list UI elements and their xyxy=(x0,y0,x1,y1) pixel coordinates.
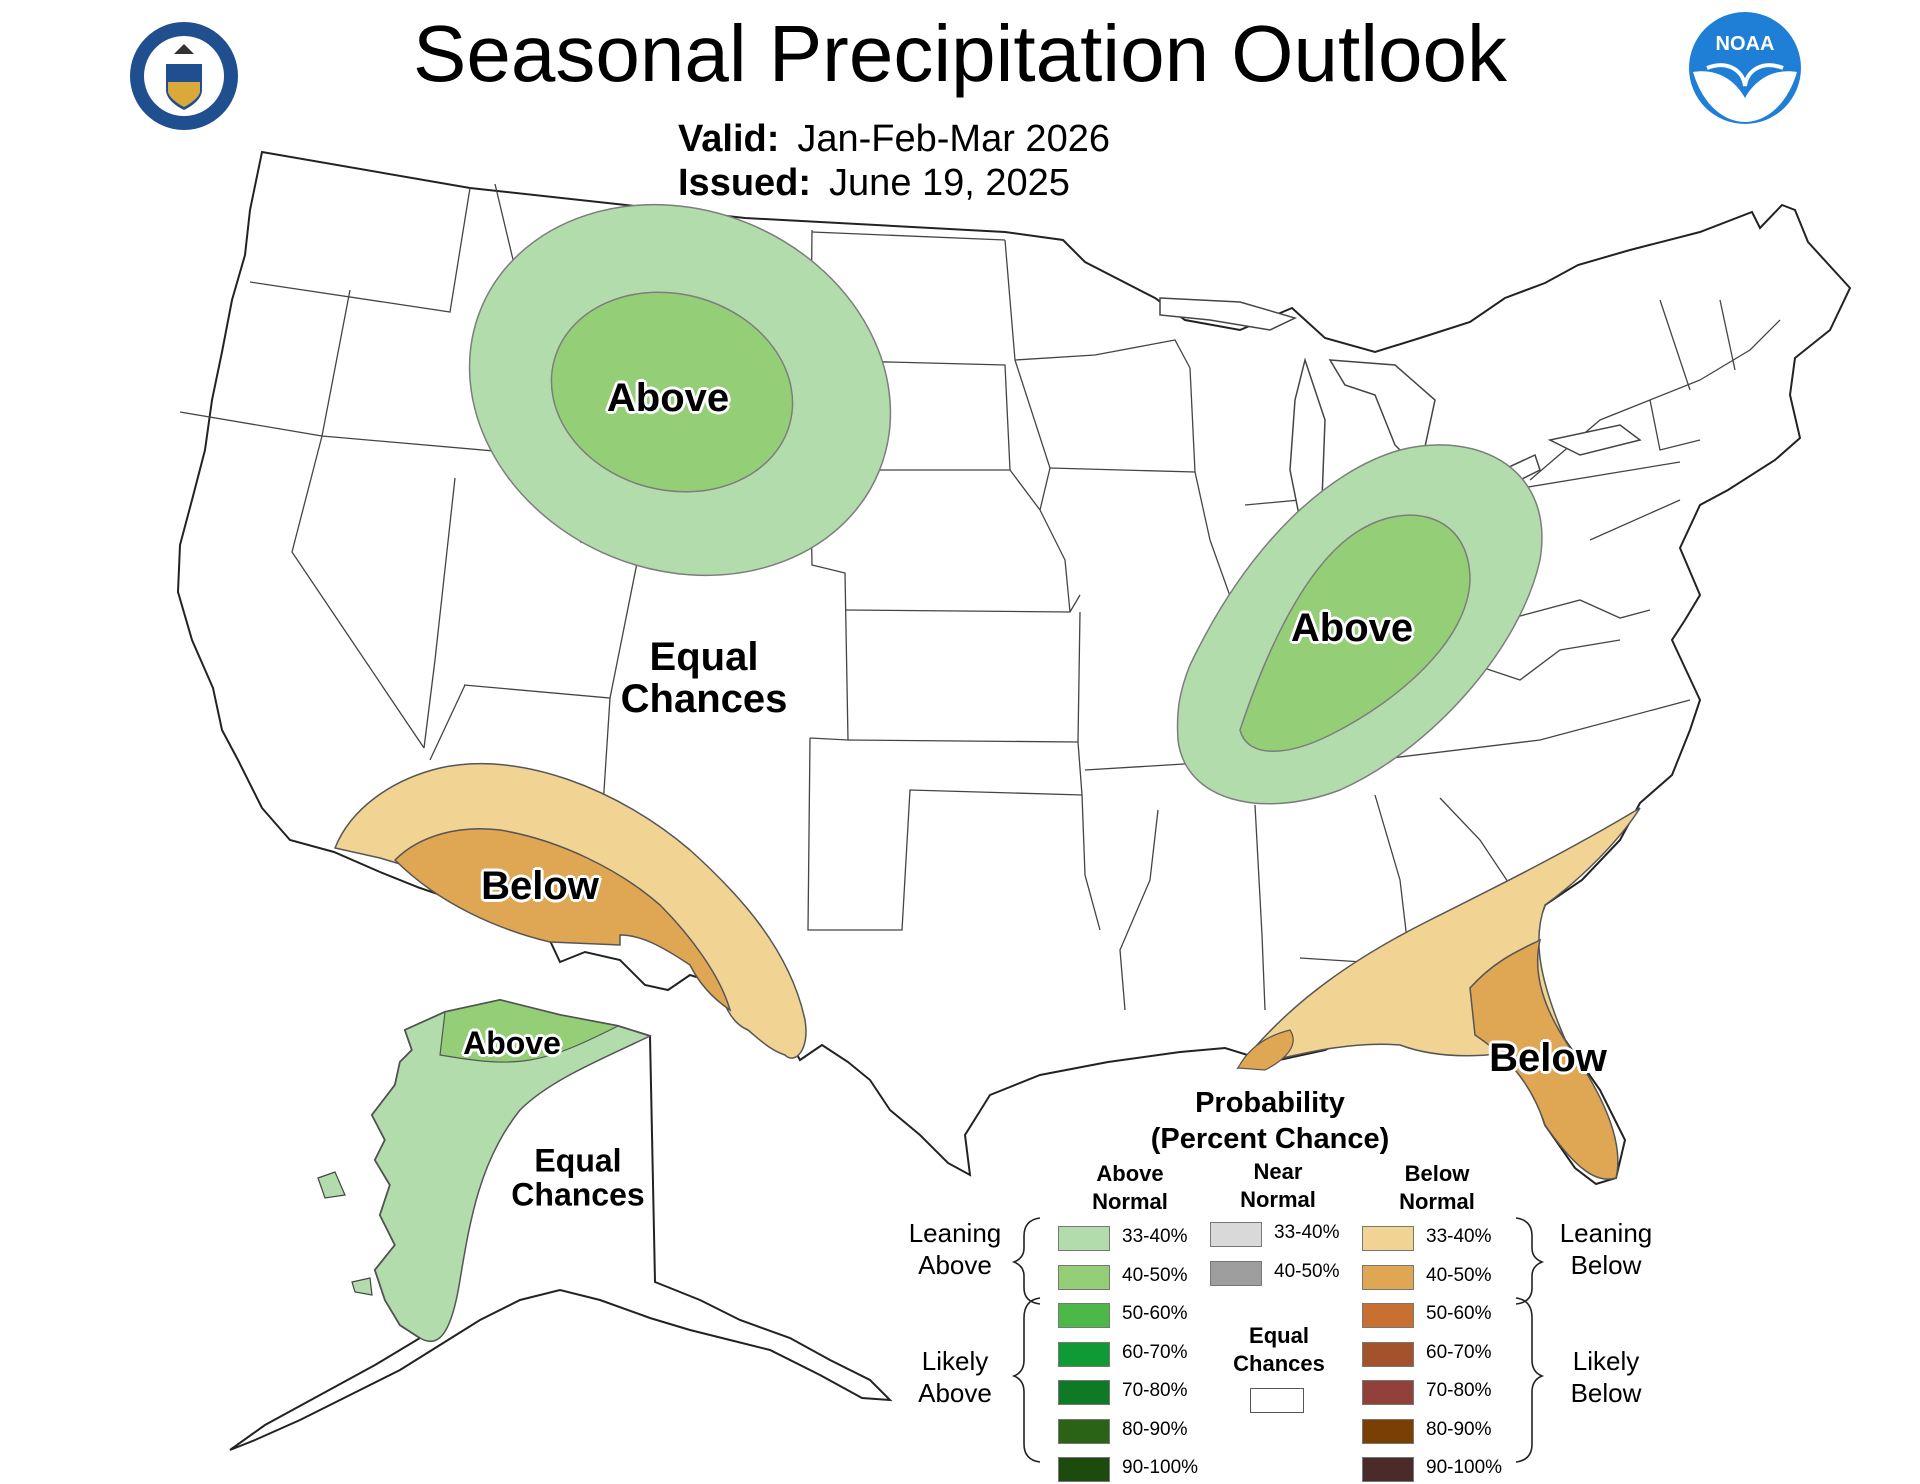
legend-likely-below: Likely Below xyxy=(1570,1346,1642,1408)
legend-equal-chances: Equal Chances xyxy=(1233,1323,1325,1376)
legend-above-swatch-5 xyxy=(1058,1418,1110,1444)
legend-above-label-2: 50-60% xyxy=(1122,1303,1188,1324)
label-southwest: Below xyxy=(481,864,599,908)
north-plains-above-40-50 xyxy=(550,291,794,493)
legend-above-label-3: 60-70% xyxy=(1122,1341,1188,1363)
alaska-above-40-50 xyxy=(439,999,620,1063)
legend-below-label-2: 50-60% xyxy=(1426,1303,1492,1324)
label-alaska-north: Above xyxy=(463,1025,561,1062)
legend-above-swatch-4 xyxy=(1058,1380,1110,1405)
alaska-above-33-40 xyxy=(371,999,653,1343)
legend-above-swatch-2 xyxy=(1058,1303,1110,1328)
legend-leaning-above: Leaning Above xyxy=(908,1218,1002,1280)
legend-below-swatch-1 xyxy=(1362,1264,1414,1290)
noaa-logo: NOAA xyxy=(1689,12,1801,124)
ohio-valley-above-40-50 xyxy=(1239,514,1471,752)
legend-below-label-0: 33-40% xyxy=(1426,1226,1492,1247)
legend-title: Probability (Percent Chance) xyxy=(1150,1085,1390,1158)
legend-above-header: Above Normal xyxy=(1092,1161,1168,1214)
forecast-areas xyxy=(333,203,1641,1343)
legend-below-label-6: 90-100% xyxy=(1426,1457,1503,1478)
legend-likely-above: Likely Above xyxy=(918,1346,992,1408)
legend-title-line1: Probability xyxy=(1195,1087,1345,1119)
legend-below-swatch-2 xyxy=(1362,1303,1414,1328)
legend-leaning-below: Leaning Below xyxy=(1559,1218,1653,1280)
label-ohio-valley: Above xyxy=(1290,606,1414,650)
southwest-below-40-50 xyxy=(393,828,732,1012)
gulf-coast-below-40-50 xyxy=(1237,1029,1294,1071)
map-title: Seasonal Precipitation Outlook xyxy=(413,9,1507,98)
legend-near-swatch-1 xyxy=(1210,1260,1262,1286)
legend-above-label-6: 90-100% xyxy=(1122,1457,1199,1478)
valid-period: Valid: Jan-Feb-Mar 2026 xyxy=(678,118,1110,161)
legend-below-swatch-0 xyxy=(1362,1226,1414,1251)
label-florida: Below xyxy=(1489,1036,1607,1080)
legend-near-swatch-0 xyxy=(1210,1222,1262,1247)
valid-label: Valid: xyxy=(678,118,780,160)
alaska-islands xyxy=(317,1171,373,1296)
label-north-plains: Above xyxy=(606,376,730,420)
legend-above-label-1: 40-50% xyxy=(1122,1264,1188,1286)
legend-equal-chances-swatch xyxy=(1250,1388,1304,1413)
legend-above-swatch-1 xyxy=(1058,1264,1110,1290)
legend-above-label-4: 70-80% xyxy=(1122,1380,1188,1401)
legend-near-header: Near Normal xyxy=(1240,1159,1316,1212)
legend-below-label-4: 70-80% xyxy=(1426,1380,1492,1401)
legend-title-line2: (Percent Chance) xyxy=(1150,1123,1390,1156)
legend-above-swatch-6 xyxy=(1058,1457,1110,1482)
label-alaska-main: Equal Chances xyxy=(511,1142,645,1212)
legend-below-swatch-5 xyxy=(1362,1418,1414,1444)
legend-below-header: Below Normal xyxy=(1399,1161,1475,1214)
legend-below-label-1: 40-50% xyxy=(1426,1264,1492,1286)
issued-label: Issued: xyxy=(678,162,812,204)
legend-near-label-0: 33-40% xyxy=(1274,1222,1340,1243)
valid-value: Jan-Feb-Mar 2026 xyxy=(797,118,1110,160)
commerce-seal-logo xyxy=(130,22,238,130)
noaa-text: NOAA xyxy=(1716,33,1775,55)
legend-below-swatch-6 xyxy=(1362,1457,1414,1482)
legend-above-swatch-3 xyxy=(1058,1341,1110,1367)
legend-above-swatch-0 xyxy=(1058,1226,1110,1251)
legend-below-label-5: 80-90% xyxy=(1426,1418,1492,1440)
legend-below-swatch-3 xyxy=(1362,1341,1414,1367)
legend-above-label-5: 80-90% xyxy=(1122,1418,1188,1440)
label-great-basin: Equal Chances xyxy=(620,635,788,721)
issued-date: Issued: June 19, 2025 xyxy=(678,162,1070,205)
legend-below-swatch-4 xyxy=(1362,1380,1414,1405)
southeast-below-40-50 xyxy=(1469,938,1619,1180)
issued-value: June 19, 2025 xyxy=(829,162,1070,204)
legend-near-label-1: 40-50% xyxy=(1274,1260,1340,1282)
legend-below-label-3: 60-70% xyxy=(1426,1341,1492,1363)
legend-above-label-0: 33-40% xyxy=(1122,1226,1188,1247)
